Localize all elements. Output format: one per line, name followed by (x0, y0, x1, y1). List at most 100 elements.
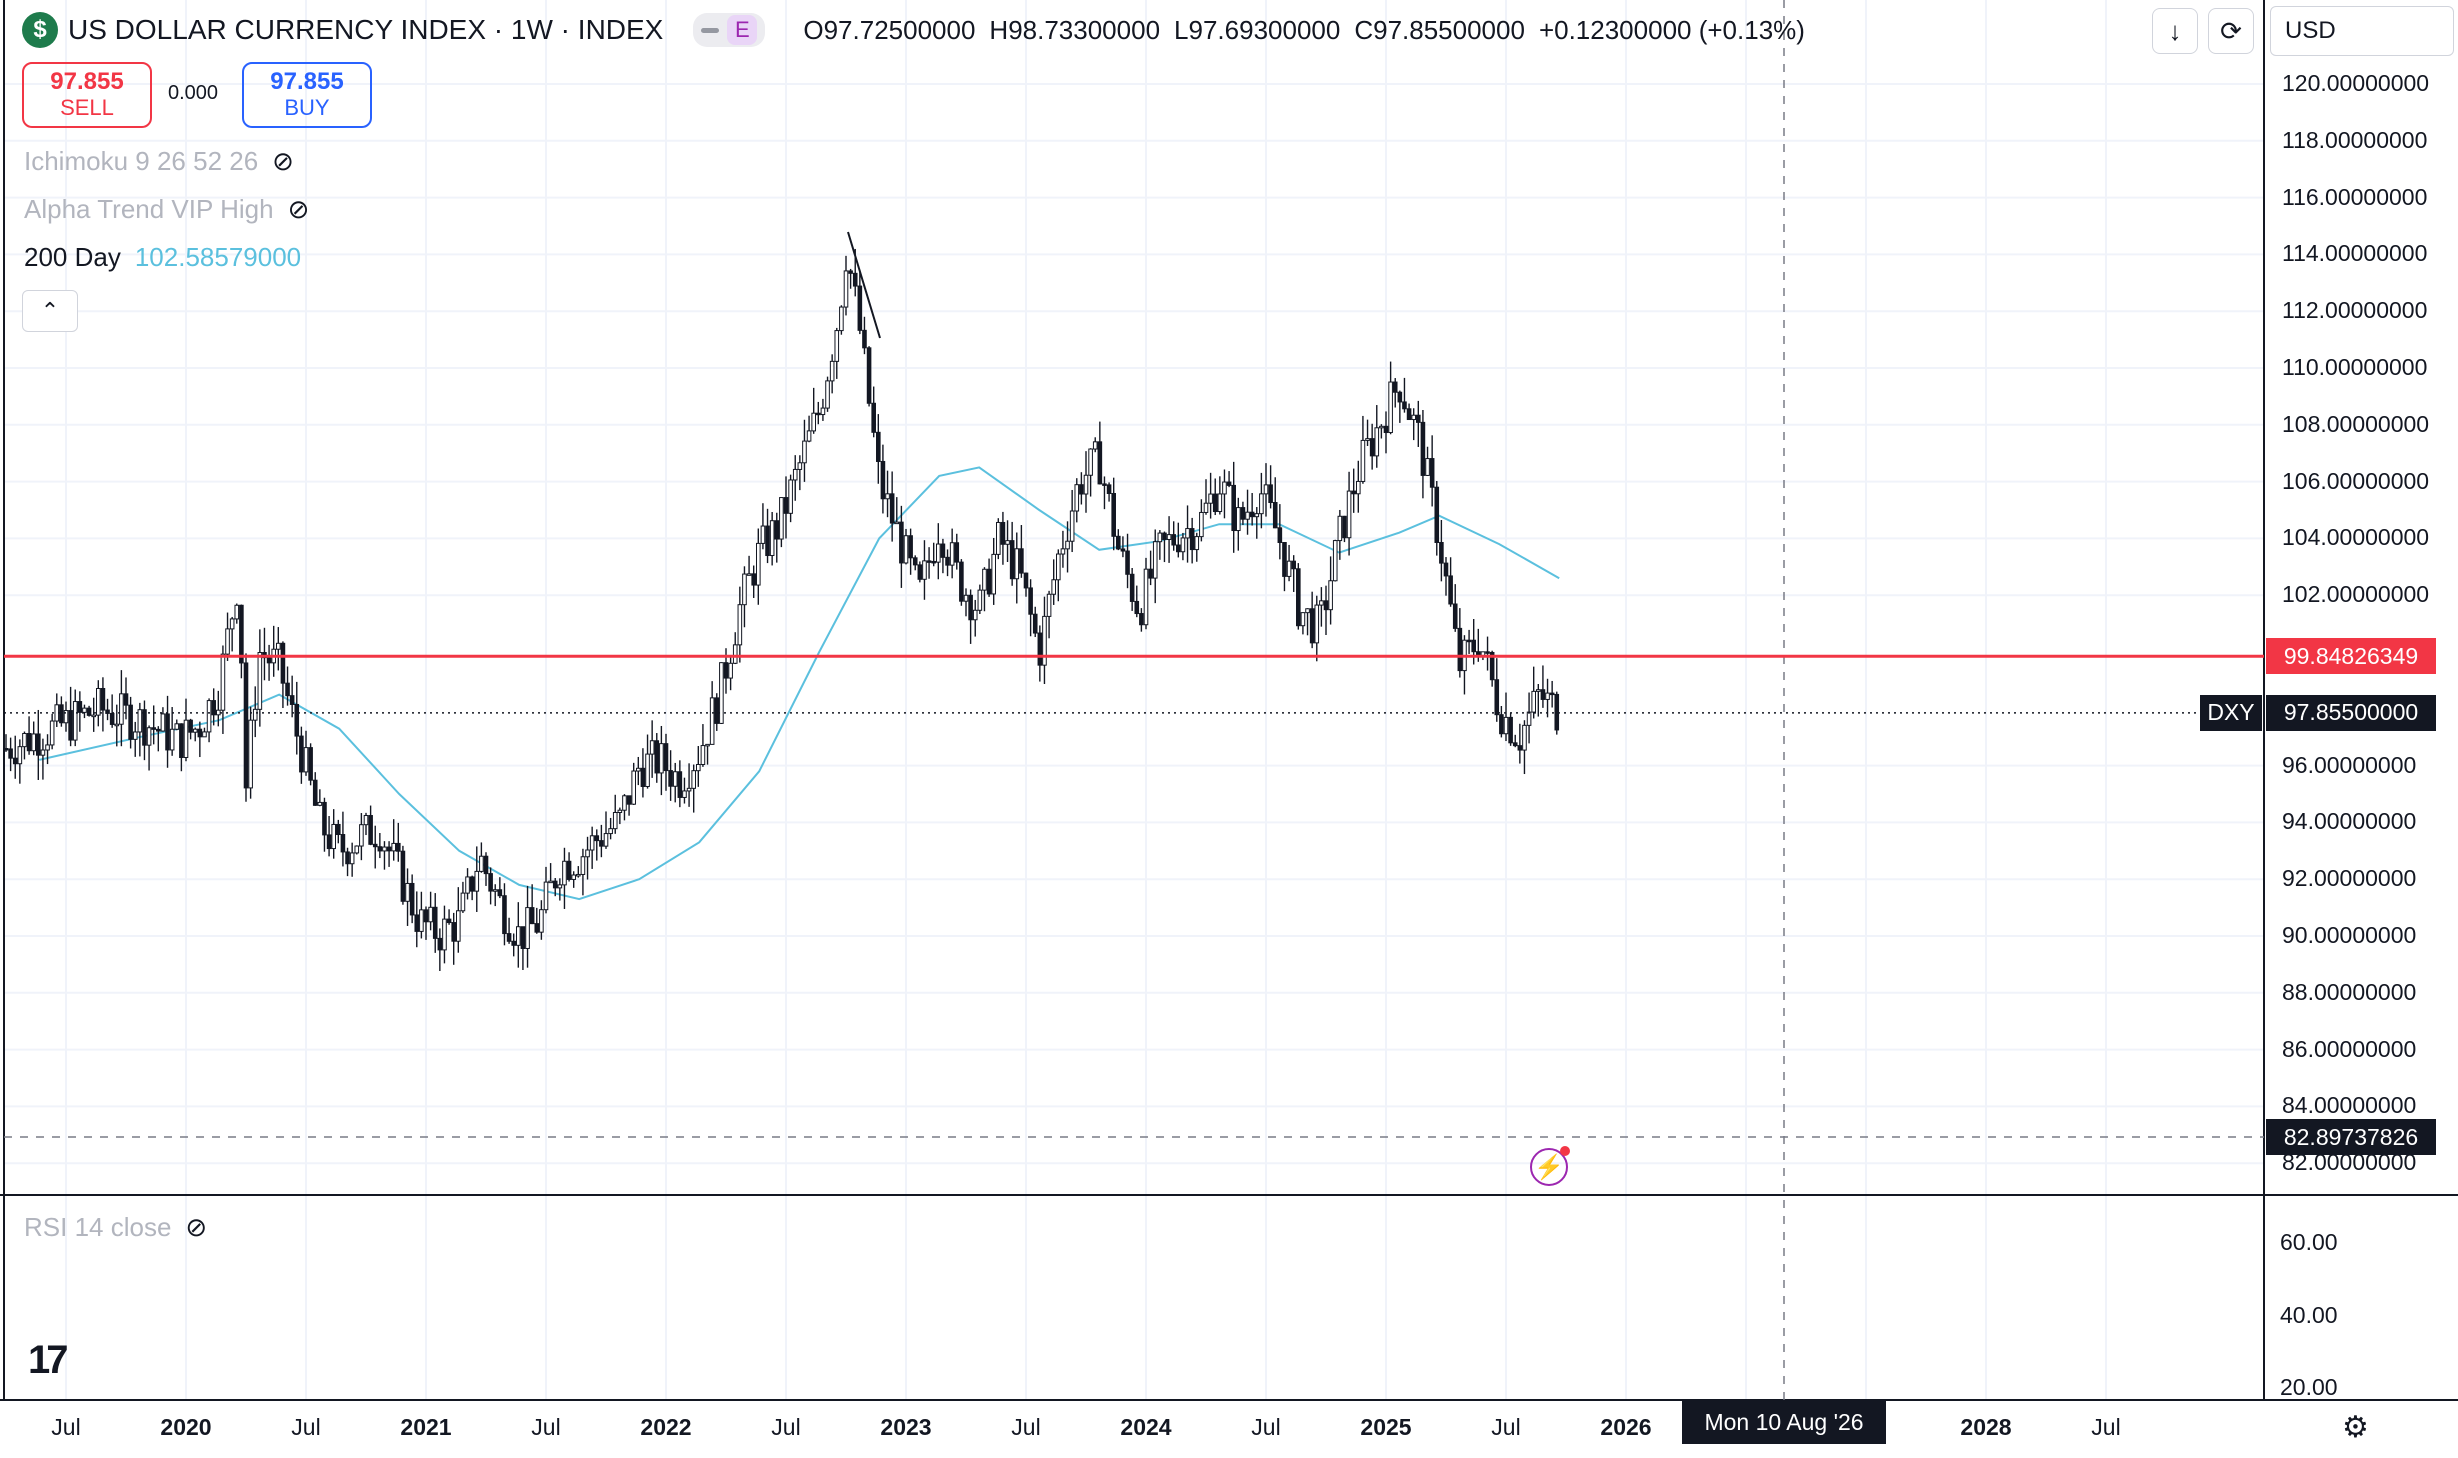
candle-body (899, 521, 904, 564)
candle-body (409, 882, 415, 916)
candle-body (497, 889, 503, 897)
candle-body (91, 714, 96, 718)
earnings-badge[interactable]: E (727, 15, 758, 45)
candle-body (802, 440, 807, 464)
currency-select[interactable]: USD (2270, 6, 2454, 56)
candle-body (746, 573, 752, 576)
candle-body (1512, 742, 1518, 747)
candle-body (192, 728, 198, 733)
time-tick-label: Jul (1011, 1414, 1041, 1440)
candle-body (1549, 692, 1555, 696)
candle-body (446, 918, 452, 924)
eye-off-icon[interactable]: ⊘ (185, 1212, 208, 1242)
sell-button[interactable]: 97.855 SELL (22, 62, 152, 128)
buy-button[interactable]: 97.855 BUY (242, 62, 372, 128)
candle-body (686, 787, 692, 792)
chart-header: $ US DOLLAR CURRENCY INDEX · 1W · INDEX … (22, 10, 1805, 50)
candle-body (345, 851, 350, 865)
price-tick-label: 88.00000000 (2282, 978, 2417, 1005)
candle-body (806, 430, 812, 442)
candle-body (1383, 425, 1389, 434)
candle-body (1305, 608, 1310, 614)
time-tick-label: 2026 (1600, 1414, 1652, 1440)
candle-body (382, 846, 387, 852)
candle-body (359, 824, 364, 847)
settings-gear-icon[interactable]: ⚙ (2342, 1411, 2369, 1444)
trend-line[interactable] (847, 231, 881, 339)
tradingview-logo[interactable]: 17 (28, 1338, 68, 1382)
candle-body (599, 840, 604, 847)
candle-body (1471, 639, 1476, 653)
candle-body (1503, 716, 1509, 735)
candle-body (1157, 532, 1163, 543)
candle-body (294, 703, 300, 737)
time-tick-label: Jul (2091, 1414, 2121, 1440)
candle-body (1226, 481, 1232, 486)
candle-body (1245, 511, 1250, 520)
candle-body (525, 907, 530, 949)
indicator-ichimoku[interactable]: Ichimoku 9 26 52 26 ⊘ (24, 146, 294, 177)
time-tick-label: 2024 (1120, 1414, 1172, 1440)
time-tick-label: 2025 (1360, 1414, 1412, 1440)
eye-off-icon[interactable]: ⊘ (272, 146, 294, 176)
candle-body (885, 493, 890, 500)
candle-body (1208, 493, 1213, 504)
collapse-legend-button[interactable]: ⌃ (22, 290, 78, 332)
candle-body (59, 704, 64, 724)
candle-body (797, 462, 803, 470)
minus-icon[interactable] (701, 27, 720, 33)
candle-body (931, 560, 936, 564)
ohlc-close: C97.85500000 (1354, 14, 1525, 45)
dollar-icon[interactable]: $ (22, 12, 58, 48)
candle-body (825, 380, 830, 409)
candle-body (239, 604, 244, 664)
spread-value: 0.000 (168, 82, 219, 104)
candle-body (1457, 627, 1463, 672)
candle-body (216, 709, 221, 716)
candle-body (543, 881, 549, 911)
candle-body (289, 695, 295, 705)
price-tick-label: 118.00000000 (2282, 126, 2428, 153)
compare-icon[interactable]: ⟳ (2208, 8, 2254, 54)
eye-off-icon[interactable]: ⊘ (287, 194, 310, 224)
ohlc-values: O97.72500000 H98.73300000 L97.69300000 C… (803, 15, 1805, 46)
candle-body (1000, 521, 1006, 545)
symbol-title[interactable]: US DOLLAR CURRENCY INDEX · 1W · INDEX (68, 14, 664, 45)
ohlc-open: O97.72500000 (803, 14, 976, 45)
candle-body (285, 682, 290, 697)
indicator-200-day[interactable]: 200 Day 102.58579000 (24, 242, 301, 273)
candle-body (151, 727, 156, 730)
visibility-pill[interactable]: E (693, 13, 766, 47)
rsi-legend[interactable]: RSI 14 close ⊘ (24, 1212, 207, 1243)
lightning-icon[interactable]: ⚡ (1530, 1146, 1570, 1186)
rsi-tick: 40.00 (2280, 1302, 2338, 1328)
buy-label: BUY (284, 95, 330, 120)
candle-body (1309, 608, 1315, 644)
candle-body (659, 743, 664, 774)
ohlc-high: H98.73300000 (989, 14, 1161, 45)
candle-body (1217, 493, 1223, 513)
candle-body (672, 771, 678, 787)
candle-body (1236, 507, 1241, 532)
candle-body (636, 767, 641, 772)
time-tick-label: Jul (51, 1414, 81, 1440)
candle-body (668, 770, 673, 787)
candle-body (303, 747, 309, 773)
candle-body (82, 707, 87, 713)
candle-body (160, 713, 166, 732)
indicator-alpha-trend[interactable]: Alpha Trend VIP High ⊘ (24, 194, 309, 225)
candle-body (986, 568, 992, 595)
candle-body (520, 926, 526, 949)
candle-body (474, 870, 480, 892)
candle-body (714, 697, 720, 724)
candle-body (1148, 568, 1153, 579)
candle-body (1111, 492, 1116, 537)
download-arrow-icon[interactable]: ↓ (2152, 8, 2198, 54)
candle-body (691, 770, 696, 789)
candle-body (1286, 560, 1292, 577)
candle-body (1411, 414, 1416, 421)
candle-body (1300, 612, 1306, 627)
time-tick-label: 2020 (160, 1414, 212, 1440)
price-tick-label: 112.00000000 (2282, 297, 2428, 324)
